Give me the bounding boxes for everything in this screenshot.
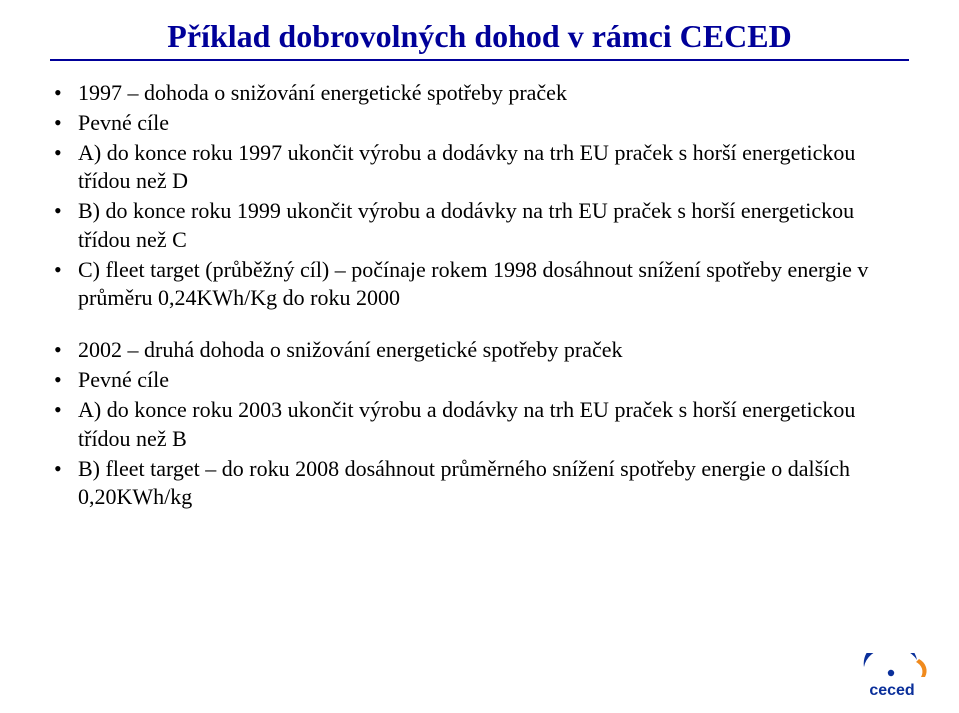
list-item: A) do konce roku 2003 ukončit výrobu a d…	[50, 396, 909, 452]
list-item: C) fleet target (průběžný cíl) – počínaj…	[50, 256, 909, 312]
logo-text: ceced	[869, 682, 914, 699]
list-item: 1997 – dohoda o snižování energetické sp…	[50, 79, 909, 107]
page-title: Příklad dobrovolných dohod v rámci CECED	[50, 18, 909, 55]
bullet-list-2: 2002 – druhá dohoda o snižování energeti…	[50, 336, 909, 511]
section-gap	[50, 314, 909, 336]
list-item: Pevné cíle	[50, 366, 909, 394]
bullet-list-1: 1997 – dohoda o snižování energetické sp…	[50, 79, 909, 312]
slide: Příklad dobrovolných dohod v rámci CECED…	[0, 0, 959, 713]
list-item: Pevné cíle	[50, 109, 909, 137]
list-item: 2002 – druhá dohoda o snižování energeti…	[50, 336, 909, 364]
list-item: B) fleet target – do roku 2008 dosáhnout…	[50, 455, 909, 511]
list-item: B) do konce roku 1999 ukončit výrobu a d…	[50, 197, 909, 253]
ceced-logo: ceced	[851, 653, 933, 699]
list-item: A) do konce roku 1997 ukončit výrobu a d…	[50, 139, 909, 195]
title-rule	[50, 59, 909, 61]
